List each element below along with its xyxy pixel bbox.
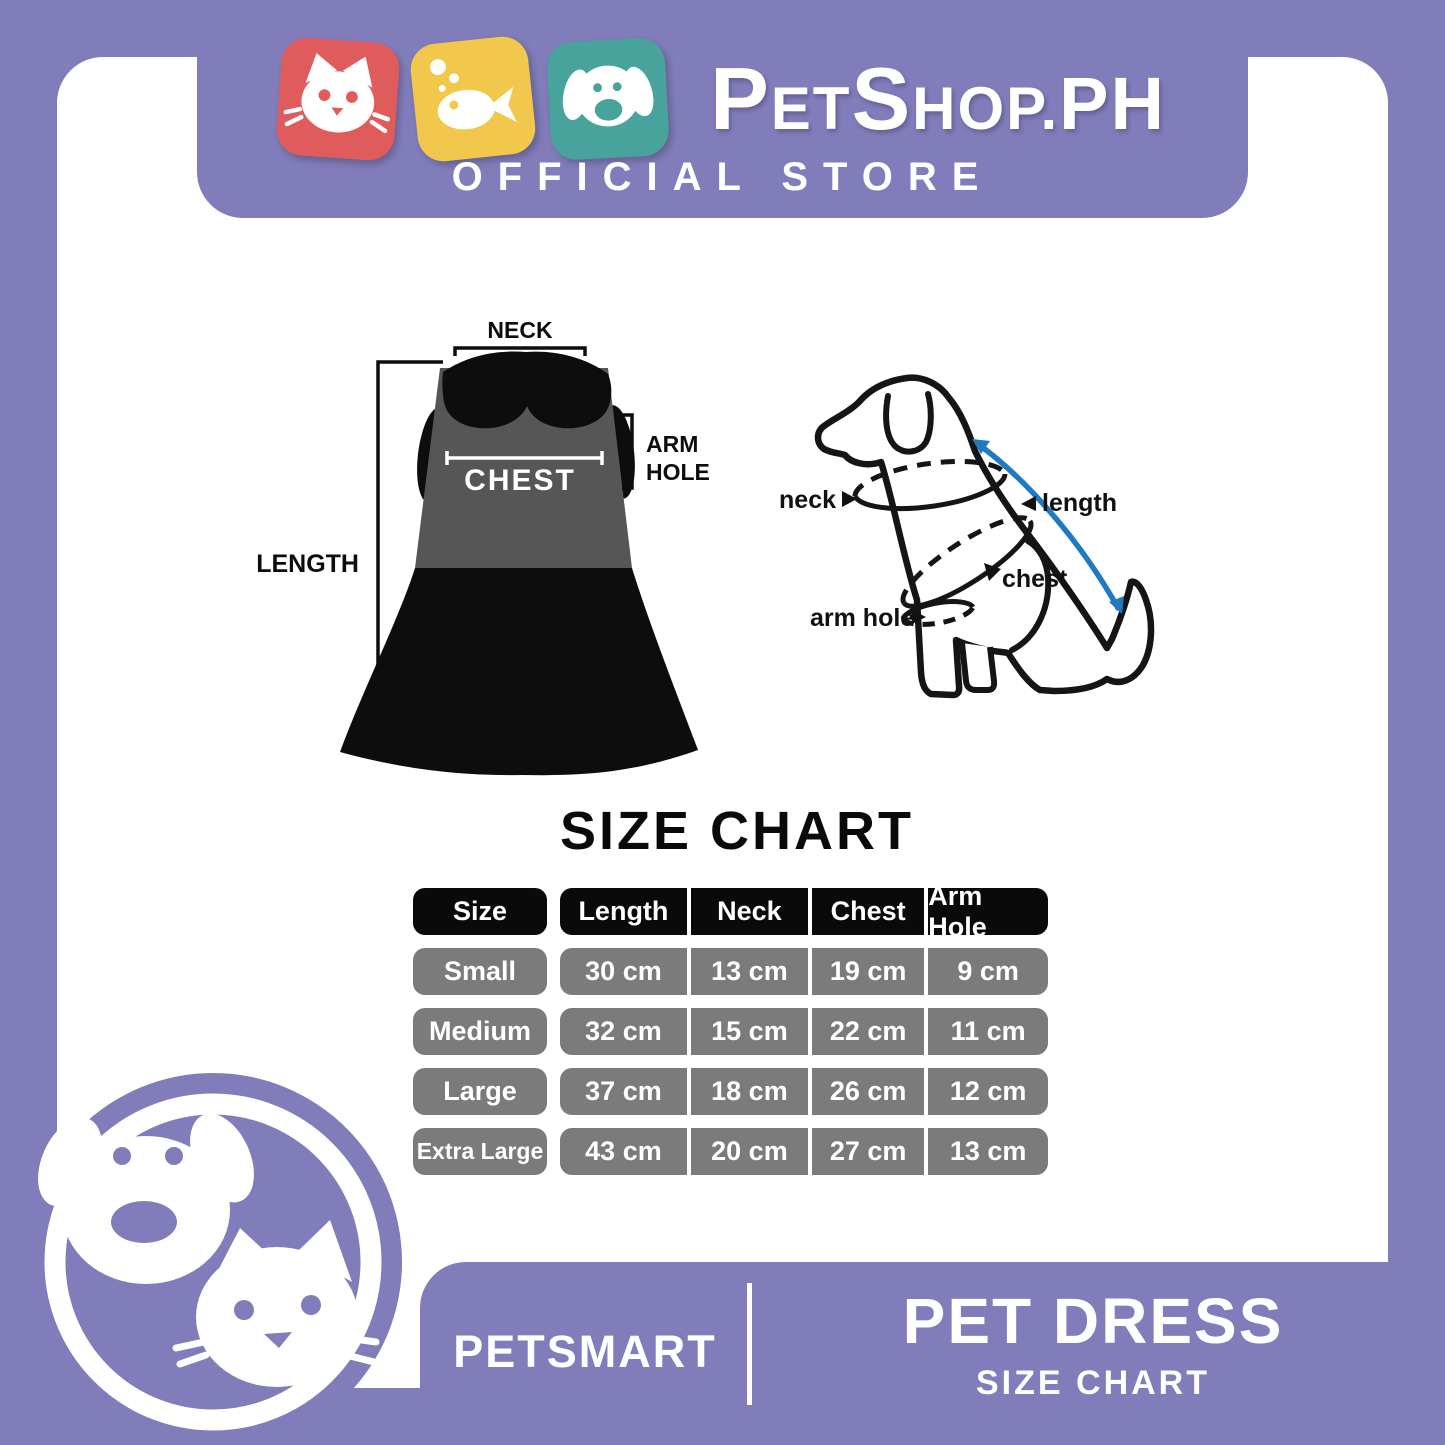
chest-cell: 26 cm xyxy=(811,1068,929,1115)
size-cell: Medium xyxy=(413,1008,547,1055)
neck-cell: 13 cm xyxy=(690,948,812,995)
store-name: PETSMART xyxy=(453,1326,717,1377)
neck-measure-bracket xyxy=(453,346,587,356)
dress-neck-label: NECK xyxy=(487,317,553,343)
dog-armhole-pointer xyxy=(912,610,926,624)
logo-dog-face xyxy=(38,1113,254,1284)
dog-thigh-line xyxy=(1009,538,1052,653)
table-row-small: Small 30 cm 13 cm 19 cm 9 cm xyxy=(413,948,1048,995)
neck-girth-solid xyxy=(852,473,1008,512)
dress-length-label: LENGTH xyxy=(256,550,359,578)
table-row-large: Large 37 cm 18 cm 26 cm 12 cm xyxy=(413,1068,1048,1115)
size-cell: Large xyxy=(413,1068,547,1115)
product-subtitle: SIZE CHART xyxy=(976,1364,1210,1402)
table-row-medium: Medium 32 cm 15 cm 22 cm 11 cm xyxy=(413,1008,1048,1055)
dress-skirt xyxy=(340,568,698,776)
length-cell: 32 cm xyxy=(560,1008,691,1055)
dress-armhole-label-line2: HOLE xyxy=(646,459,710,485)
column-header-size: Size xyxy=(413,888,547,935)
dog-length-label: length xyxy=(1042,489,1117,517)
armhole-cell: 9 cm xyxy=(928,948,1048,995)
logo-cat-face xyxy=(172,1220,380,1387)
length-measure-bracket xyxy=(376,360,443,754)
length-arrow xyxy=(975,441,1121,611)
header-cell-group: Length Neck Chest Arm Hole xyxy=(560,888,1048,935)
armhole-girth-dashed xyxy=(900,605,976,627)
column-header-chest: Chest xyxy=(811,888,929,935)
dog-armhole-label: arm hole xyxy=(810,604,914,632)
armhole-cell: 12 cm xyxy=(928,1068,1048,1115)
dog-icon xyxy=(546,36,671,162)
chest-cell: 19 cm xyxy=(811,948,929,995)
value-cell-group: 32 cm 15 cm 22 cm 11 cm xyxy=(560,1008,1048,1055)
dress-chest-label: CHEST xyxy=(464,464,576,497)
length-arrowhead-bottom xyxy=(1109,596,1124,614)
column-header-length: Length xyxy=(560,888,691,935)
dog-neck-pointer xyxy=(842,491,857,507)
size-chart-title: SIZE CHART xyxy=(560,801,914,861)
official-store-label: OFFICIAL STORE xyxy=(451,155,994,199)
neck-girth-dashed xyxy=(852,458,1008,497)
value-cell-group: 30 cm 13 cm 19 cm 9 cm xyxy=(560,948,1048,995)
column-header-armhole: Arm Hole xyxy=(928,888,1048,935)
column-header-neck: Neck xyxy=(690,888,812,935)
chest-girth-dashed xyxy=(900,515,1033,605)
armhole-cell: 11 cm xyxy=(928,1008,1048,1055)
fish-icon xyxy=(408,34,538,164)
dog-ear xyxy=(883,391,934,455)
length-arrowhead-top xyxy=(972,439,990,454)
neck-cell: 15 cm xyxy=(690,1008,812,1055)
size-cell: Extra Large xyxy=(413,1128,547,1175)
petshop-circle-logo xyxy=(24,1073,402,1445)
dog-neck-label: neck xyxy=(779,486,836,514)
size-cell: Small xyxy=(413,948,547,995)
dog-chest-pointer xyxy=(984,563,1001,581)
footer-band xyxy=(420,1262,1445,1445)
value-cell-group: 37 cm 18 cm 26 cm 12 cm xyxy=(560,1068,1048,1115)
chest-cell: 22 cm xyxy=(811,1008,929,1055)
header-band: PETSHOP.PH OFFICIAL STORE xyxy=(197,0,1248,218)
value-cell-group: 43 cm 20 cm 27 cm 13 cm xyxy=(560,1128,1048,1175)
logo-ring xyxy=(44,1093,382,1431)
footer-divider xyxy=(747,1283,752,1405)
armhole-girth-solid xyxy=(900,599,976,621)
length-cell: 37 cm xyxy=(560,1068,691,1115)
dog-far-leg xyxy=(959,642,998,693)
dress-collar xyxy=(442,351,612,429)
brand-name: PETSHOP.PH xyxy=(710,49,1166,148)
table-header-row: Size Length Neck Chest Arm Hole xyxy=(413,888,1048,935)
length-cell: 43 cm xyxy=(560,1128,691,1175)
table-row-extra-large: Extra Large 43 cm 20 cm 27 cm 13 cm xyxy=(413,1128,1048,1175)
brand-logo: PETSHOP.PH xyxy=(197,34,1248,164)
dog-length-pointer xyxy=(1021,496,1036,511)
dress-armhole-label-line1: ARM xyxy=(646,431,698,457)
dress-measurement-diagram: NECK LENGTH CHEST ARM HOLE xyxy=(256,317,710,776)
armhole-cell: 13 cm xyxy=(928,1128,1048,1175)
neck-cell: 20 cm xyxy=(690,1128,812,1175)
size-chart-table: Size Length Neck Chest Arm Hole Small 30… xyxy=(413,888,1048,1188)
product-name: PET DRESS xyxy=(902,1285,1284,1357)
dog-measurement-diagram: neck length chest arm hole xyxy=(779,374,1155,699)
chest-cell: 27 cm xyxy=(811,1128,929,1175)
dog-chest-label: chest xyxy=(1002,565,1068,593)
cat-icon xyxy=(275,36,402,162)
neck-cell: 18 cm xyxy=(690,1068,812,1115)
chest-measure-line xyxy=(445,451,604,465)
armhole-measure-bracket xyxy=(622,413,634,490)
chest-girth-solid xyxy=(901,519,1034,609)
dog-outline xyxy=(814,374,1155,699)
length-cell: 30 cm xyxy=(560,948,691,995)
